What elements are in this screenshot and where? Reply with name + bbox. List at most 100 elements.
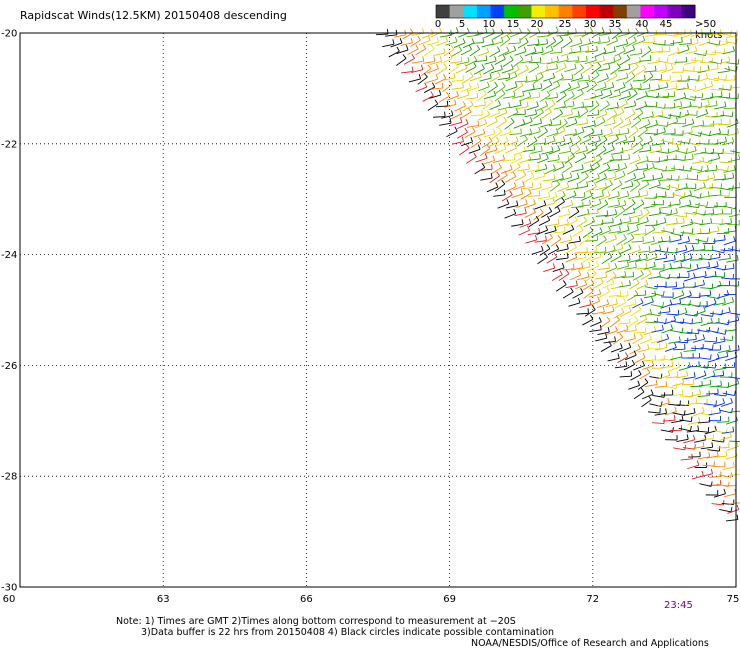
wind-barb-flag (422, 56, 425, 62)
wind-barb (456, 131, 468, 139)
wind-barb-flag (516, 64, 520, 70)
wind-barb-flag (553, 252, 558, 258)
wind-barb (524, 211, 536, 218)
wind-barb-flag (602, 306, 605, 313)
wind-barb-flag (722, 398, 725, 404)
wind-barb (598, 32, 611, 36)
wind-barb-flag (528, 188, 532, 194)
wind-barb-flag (593, 80, 598, 86)
wind-barb (687, 296, 700, 299)
wind-barb (575, 251, 588, 254)
wind-barb-flag (462, 75, 465, 81)
wind-barb-flag (550, 181, 553, 187)
wind-barb-flag (694, 85, 697, 91)
wind-barb-flag (589, 164, 593, 170)
wind-barb-flag (489, 73, 492, 79)
wind-barb (657, 186, 670, 190)
wind-barb-flag (709, 130, 712, 136)
y-tick-label: -30 (1, 583, 17, 594)
wind-barb (721, 152, 734, 155)
wind-barb-flag (689, 290, 692, 296)
wind-barb (506, 140, 519, 146)
wind-barb (573, 67, 584, 76)
wind-barb (423, 86, 436, 93)
wind-barb (588, 293, 601, 298)
wind-barb-flag (555, 244, 560, 250)
wind-barb (686, 268, 699, 273)
wind-barb-flag (575, 280, 578, 286)
wind-barb (466, 34, 479, 38)
wind-barb-flag (549, 80, 553, 86)
wind-barb (584, 250, 597, 254)
wind-barb-flag (570, 109, 574, 115)
wind-barb-flag (629, 280, 631, 286)
wind-barb-flag (633, 350, 637, 356)
wind-barb (674, 150, 687, 154)
wind-barb (620, 310, 632, 318)
wind-barb-flag (618, 90, 621, 96)
wind-barb-flag (484, 100, 486, 106)
wind-barb (676, 438, 689, 443)
wind-barb (708, 412, 721, 416)
wind-barb-flag (584, 106, 589, 112)
wind-barb (680, 321, 693, 325)
wind-barb-flag (684, 307, 688, 313)
wind-barb-flag (683, 254, 686, 260)
wind-barb (657, 50, 671, 53)
wind-barb (501, 68, 514, 74)
wind-barb-flag (476, 44, 481, 50)
wind-barb-flag (477, 136, 482, 142)
wind-barb (692, 249, 706, 252)
wind-barb (711, 439, 724, 443)
wind-barb-flag (529, 128, 532, 134)
wind-barb (580, 168, 593, 174)
wind-barb (382, 43, 395, 48)
wind-barb (679, 419, 692, 422)
wind-barb-flag (566, 218, 569, 225)
wind-barb-flag (705, 108, 709, 114)
wind-barb-flag (599, 324, 602, 330)
wind-barb (577, 85, 589, 92)
wind-barb (583, 290, 594, 299)
wind-barb (570, 267, 583, 271)
wind-barb (591, 66, 602, 75)
wind-barb-flag (506, 199, 510, 205)
wind-barb-flag (716, 450, 719, 457)
wind-barb (699, 160, 712, 164)
wind-barb (712, 465, 725, 468)
wind-barb-flag (464, 63, 468, 69)
wind-barb-flag (630, 233, 635, 239)
wind-barb (601, 222, 614, 224)
wind-barb-flag (636, 180, 641, 185)
wind-barb-flag (645, 90, 648, 96)
wind-barb (656, 150, 669, 154)
wind-barb (506, 205, 518, 209)
wind-barb (660, 429, 673, 433)
wind-barb (549, 183, 560, 192)
wind-barb (706, 230, 719, 234)
wind-barb-flag (473, 55, 478, 61)
wind-barb (546, 60, 559, 65)
wind-barb (641, 140, 653, 147)
wind-barb-flag (417, 35, 421, 41)
wind-barb-flag (571, 74, 574, 80)
wind-barb-flag (625, 361, 628, 367)
wind-barb (723, 240, 736, 246)
wind-barb (586, 273, 597, 282)
wind-barb (396, 58, 407, 66)
wind-barb-flag (449, 118, 452, 124)
wind-barb (598, 195, 611, 201)
wind-barb (562, 105, 575, 109)
wind-barb-flag (628, 91, 631, 97)
wind-barb (636, 283, 648, 290)
wind-barb (555, 284, 567, 292)
wind-barb (606, 40, 618, 46)
wind-barb-flag (537, 39, 540, 45)
wind-barb-flag (524, 208, 527, 214)
wind-barb (444, 104, 457, 108)
wind-barb-flag (646, 368, 651, 374)
wind-barb-flag (679, 199, 681, 205)
wind-barb (629, 52, 642, 56)
wind-barb-flag (728, 307, 731, 313)
wind-barb-flag (565, 269, 570, 275)
